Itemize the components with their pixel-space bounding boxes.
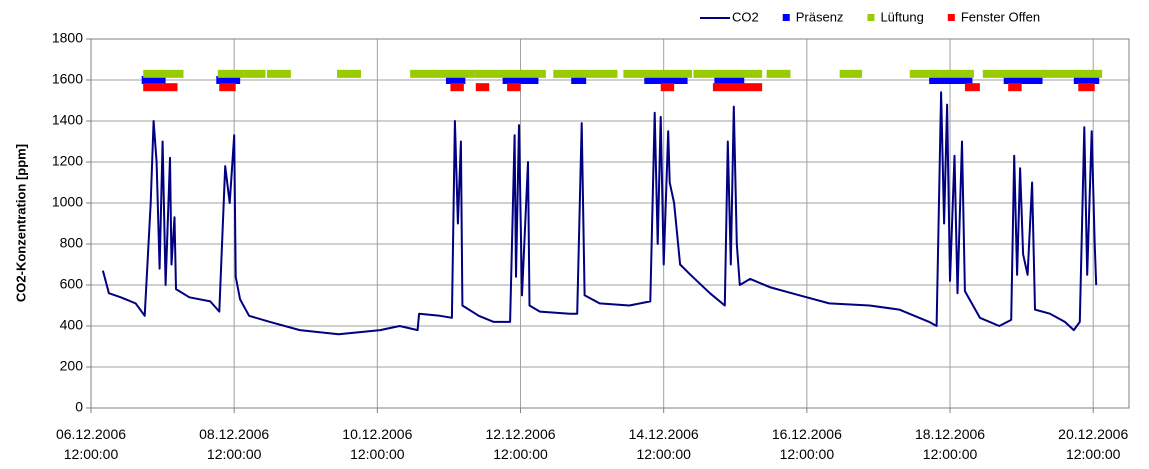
interval-mark: [450, 83, 464, 92]
interval-mark: [337, 69, 361, 78]
interval-mark: [216, 76, 241, 84]
x-tick-label: 20.12.2006 12:00:00: [1058, 426, 1129, 462]
interval-mark: [447, 69, 475, 78]
interval-mark: [507, 83, 521, 92]
legend-label: CO2: [732, 9, 759, 24]
x-tick-label: 18.12.2006 12:00:00: [914, 426, 986, 462]
interval-mark: [143, 69, 184, 78]
interval-mark: [964, 83, 980, 92]
interval-mark: [217, 69, 245, 78]
interval-mark: [1008, 83, 1022, 92]
interval-mark: [502, 76, 539, 84]
x-tick-label: 14.12.2006 12:00:00: [628, 426, 699, 462]
y-tick-label: 1200: [52, 153, 83, 169]
interval-mark: [712, 83, 763, 92]
co2-line: [101, 91, 1098, 336]
y-tick-label: 1600: [52, 71, 83, 87]
interval-mark: [143, 83, 163, 92]
interval-mark: [714, 76, 745, 84]
x-tick-label: 12.12.2006 12:00:00: [485, 426, 556, 462]
interval-mark: [1078, 83, 1095, 92]
interval-mark: [839, 69, 863, 78]
interval-mark: [929, 76, 973, 84]
legend-swatch: [947, 14, 955, 21]
legend-label: Fenster Offen: [961, 9, 1040, 24]
y-tick-label: 600: [60, 276, 84, 292]
x-tick-label: 06.12.2006 12:00:00: [55, 426, 127, 462]
interval-mark: [766, 69, 791, 78]
x-tick-label: 10.12.2006 12:00:00: [342, 426, 413, 462]
interval-mark: [693, 69, 763, 78]
y-axis-label: CO2-Konzentration [ppm]: [13, 144, 28, 302]
legend-swatch: [867, 14, 875, 21]
interval-mark: [244, 69, 266, 78]
y-tick-label: 1800: [52, 30, 83, 46]
interval-mark: [410, 69, 448, 78]
plot-frame: [90, 38, 1130, 409]
legend-swatch: [782, 14, 790, 21]
legend-label: Lüftung: [880, 9, 923, 24]
interval-mark: [219, 83, 236, 92]
y-tick-label: 200: [60, 358, 84, 374]
interval-mark: [475, 83, 490, 92]
interval-mark: [141, 76, 166, 84]
interval-mark: [644, 76, 688, 84]
y-tick-label: 800: [60, 235, 84, 251]
x-tick-label: 16.12.2006 12:00:00: [771, 426, 842, 462]
interval-mark: [623, 69, 693, 78]
interval-mark: [266, 69, 291, 78]
interval-mark: [162, 83, 178, 92]
interval-mark: [553, 69, 618, 78]
interval-mark: [1042, 69, 1103, 78]
interval-mark: [660, 83, 675, 92]
interval-mark: [1003, 76, 1043, 84]
interval-mark: [909, 69, 974, 78]
x-tick-label: 08.12.2006 12:00:00: [199, 426, 270, 462]
y-tick-label: 0: [75, 399, 83, 415]
y-tick-label: 1000: [52, 194, 83, 210]
interval-mark: [474, 69, 546, 78]
y-tick-label: 400: [60, 317, 84, 333]
legend-label: Präsenz: [796, 9, 844, 24]
interval-mark: [982, 69, 1046, 78]
interval-mark: [445, 76, 466, 84]
interval-mark: [571, 76, 587, 84]
interval-mark: [1073, 76, 1100, 84]
y-tick-label: 1400: [52, 112, 83, 128]
